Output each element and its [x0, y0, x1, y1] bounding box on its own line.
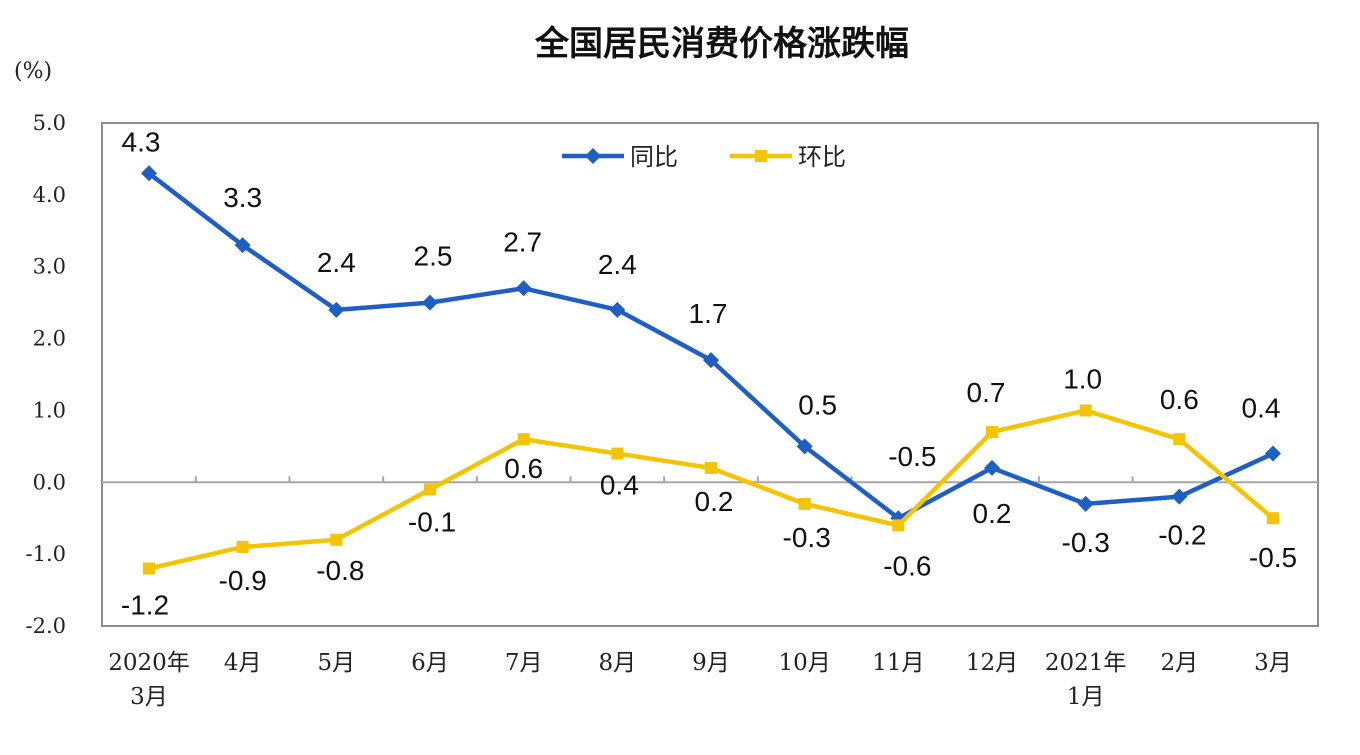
series-point — [141, 165, 157, 182]
x-axis: 2020年 3月 4月 5月 6月 7月 8月 9月 10月 11月 12月 2021年 1月 2月 3月 — [108, 476, 1292, 710]
data-label-mom: -0.3 — [783, 522, 831, 553]
series-point — [892, 519, 905, 532]
data-label-yoy: 0.5 — [798, 389, 837, 420]
series-point — [517, 433, 530, 446]
y-axis-unit: (%) — [14, 59, 52, 84]
series-point — [611, 447, 624, 460]
series-point — [1077, 495, 1094, 512]
series-point — [143, 562, 155, 575]
x-tick-label: 3月 — [130, 684, 168, 710]
data-label-mom: -0.1 — [408, 506, 456, 537]
y-tick-label: 3.0 — [33, 255, 66, 279]
series-point — [1267, 512, 1279, 525]
x-tick-label: 4月 — [224, 650, 262, 676]
series-layer — [141, 165, 1281, 575]
data-label-mom: 0.6 — [504, 453, 543, 484]
data-label-yoy: -0.3 — [1062, 527, 1110, 558]
series-point — [705, 461, 717, 474]
y-tick-label: -2.0 — [26, 614, 67, 638]
data-label-yoy: 2.4 — [598, 249, 637, 280]
x-tick-label: 2020年 — [108, 650, 190, 676]
x-tick-label: 12月 — [966, 650, 1018, 676]
series-point — [1173, 433, 1186, 446]
series-point — [422, 294, 438, 311]
legend-label: 同比 — [630, 143, 678, 171]
series-point — [798, 497, 811, 510]
data-label-mom: 1.0 — [1063, 363, 1102, 394]
data-label-mom: -0.5 — [1249, 542, 1297, 573]
x-tick-label: 7月 — [505, 650, 543, 676]
data-label-mom: 0.7 — [967, 377, 1006, 408]
legend-marker — [755, 150, 767, 162]
legend: 同比 环比 — [562, 143, 846, 171]
data-label-yoy: -0.2 — [1158, 520, 1206, 551]
series-point — [609, 301, 626, 318]
data-labels: 4.3 3.3 2.4 2.5 2.7 2.4 1.7 0.5 -0.5 0.2 -0.3 -0.2 0… — [121, 126, 1297, 620]
plot-frame — [101, 122, 1319, 627]
series-point — [1171, 488, 1188, 505]
data-label-yoy: 1.7 — [689, 298, 728, 329]
series-point — [515, 280, 532, 297]
data-label-mom: 0.6 — [1160, 384, 1199, 415]
x-tick-label: 9月 — [692, 650, 730, 676]
data-label-yoy: 0.4 — [1242, 393, 1281, 424]
series-point — [703, 352, 719, 369]
x-tick-label: 11月 — [872, 650, 924, 676]
data-label-mom: -1.2 — [121, 590, 169, 621]
chart-title: 全国居民消费价格涨跌幅 — [534, 24, 909, 64]
data-label-mom: -0.9 — [219, 565, 267, 596]
legend-marker — [585, 148, 601, 164]
data-label-mom: -0.6 — [883, 550, 931, 581]
series-point — [330, 533, 343, 546]
x-tick-label: 3月 — [1254, 650, 1292, 676]
data-label-yoy: -0.5 — [888, 441, 936, 472]
data-label-mom: -0.8 — [316, 555, 364, 586]
data-label-yoy: 4.3 — [122, 126, 161, 157]
series-point — [424, 483, 436, 496]
series-point — [236, 540, 249, 553]
y-tick-label: 2.0 — [33, 327, 66, 351]
y-tick-label: 4.0 — [33, 183, 66, 207]
series-point — [234, 237, 251, 254]
y-axis: 5.0 4.0 3.0 2.0 1.0 0.0 -1.0 -2.0 — [26, 111, 67, 638]
series-point — [1265, 445, 1281, 462]
data-label-mom: 0.2 — [695, 486, 734, 517]
series-point — [986, 425, 998, 438]
x-tick-label: 2月 — [1161, 650, 1199, 676]
series-point — [1079, 404, 1092, 417]
x-tick-label: 5月 — [318, 650, 356, 676]
data-label-mom: 0.4 — [600, 470, 639, 501]
data-label-yoy: 3.3 — [223, 182, 262, 213]
series-point — [796, 438, 813, 455]
data-label-yoy: 2.7 — [503, 226, 542, 257]
data-label-yoy: 0.2 — [973, 498, 1012, 529]
y-tick-label: 5.0 — [33, 111, 66, 135]
x-tick-label: 6月 — [411, 650, 449, 676]
series-point — [984, 459, 1000, 476]
legend-label: 环比 — [798, 143, 846, 171]
x-tick-label: 8月 — [599, 650, 637, 676]
y-tick-label: -1.0 — [26, 542, 67, 566]
x-tick-label: 10月 — [779, 650, 831, 676]
data-label-yoy: 2.5 — [414, 241, 453, 272]
x-tick-label: 1月 — [1067, 684, 1105, 710]
x-tick-label: 2021年 — [1045, 650, 1127, 676]
data-label-yoy: 2.4 — [317, 247, 356, 278]
y-tick-label: 0.0 — [33, 470, 66, 494]
series-point — [328, 301, 345, 318]
y-tick-label: 1.0 — [33, 398, 66, 422]
